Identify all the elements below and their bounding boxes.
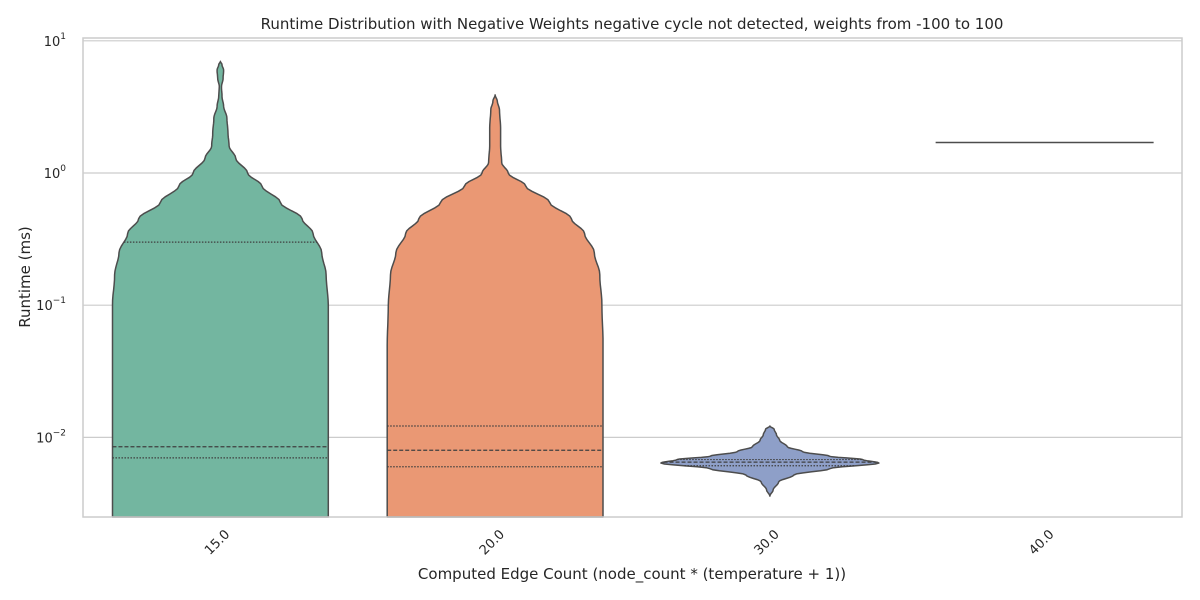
x-tick-label: 20.0 <box>477 527 508 558</box>
x-tick-label: 15.0 <box>202 527 233 558</box>
x-tick-label: 40.0 <box>1026 527 1057 558</box>
x-tick-labels: 15.0 20.0 30.0 40.0 <box>202 527 1057 558</box>
plot-frame <box>82 37 1183 518</box>
violin-body <box>111 60 330 518</box>
violin-layer <box>111 60 1154 518</box>
chart-title: Runtime Distribution with Negative Weigh… <box>261 15 1004 33</box>
x-tick-label: 30.0 <box>752 527 783 558</box>
y-axis-label: Runtime (ms) <box>16 226 34 328</box>
y-tick-label: 100 <box>44 164 67 182</box>
x-axis-label: Computed Edge Count (node_count * (tempe… <box>418 565 846 584</box>
violin-body <box>386 94 604 518</box>
y-tick-label: 10−2 <box>36 428 66 446</box>
violin-body <box>660 425 880 497</box>
y-tick-label: 101 <box>44 32 66 50</box>
y-tick-label: 10−1 <box>36 296 66 314</box>
y-tick-labels: 10−2 10−1 100 101 <box>36 32 66 447</box>
